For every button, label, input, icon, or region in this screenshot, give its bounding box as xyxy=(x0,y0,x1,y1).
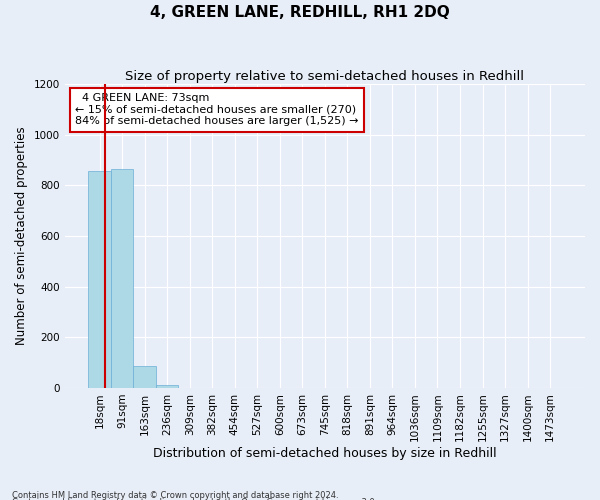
Text: 4, GREEN LANE, REDHILL, RH1 2DQ: 4, GREEN LANE, REDHILL, RH1 2DQ xyxy=(150,5,450,20)
Text: Contains public sector information licensed under the Open Government Licence v3: Contains public sector information licen… xyxy=(12,498,377,500)
Y-axis label: Number of semi-detached properties: Number of semi-detached properties xyxy=(15,126,28,346)
X-axis label: Distribution of semi-detached houses by size in Redhill: Distribution of semi-detached houses by … xyxy=(153,447,497,460)
Bar xyxy=(111,169,133,388)
Text: 4 GREEN LANE: 73sqm  
← 15% of semi-detached houses are smaller (270)
84% of sem: 4 GREEN LANE: 73sqm ← 15% of semi-detach… xyxy=(75,94,359,126)
Bar xyxy=(88,172,111,388)
Text: Contains HM Land Registry data © Crown copyright and database right 2024.: Contains HM Land Registry data © Crown c… xyxy=(12,490,338,500)
Title: Size of property relative to semi-detached houses in Redhill: Size of property relative to semi-detach… xyxy=(125,70,524,83)
Bar xyxy=(156,385,178,388)
Bar xyxy=(133,366,156,388)
